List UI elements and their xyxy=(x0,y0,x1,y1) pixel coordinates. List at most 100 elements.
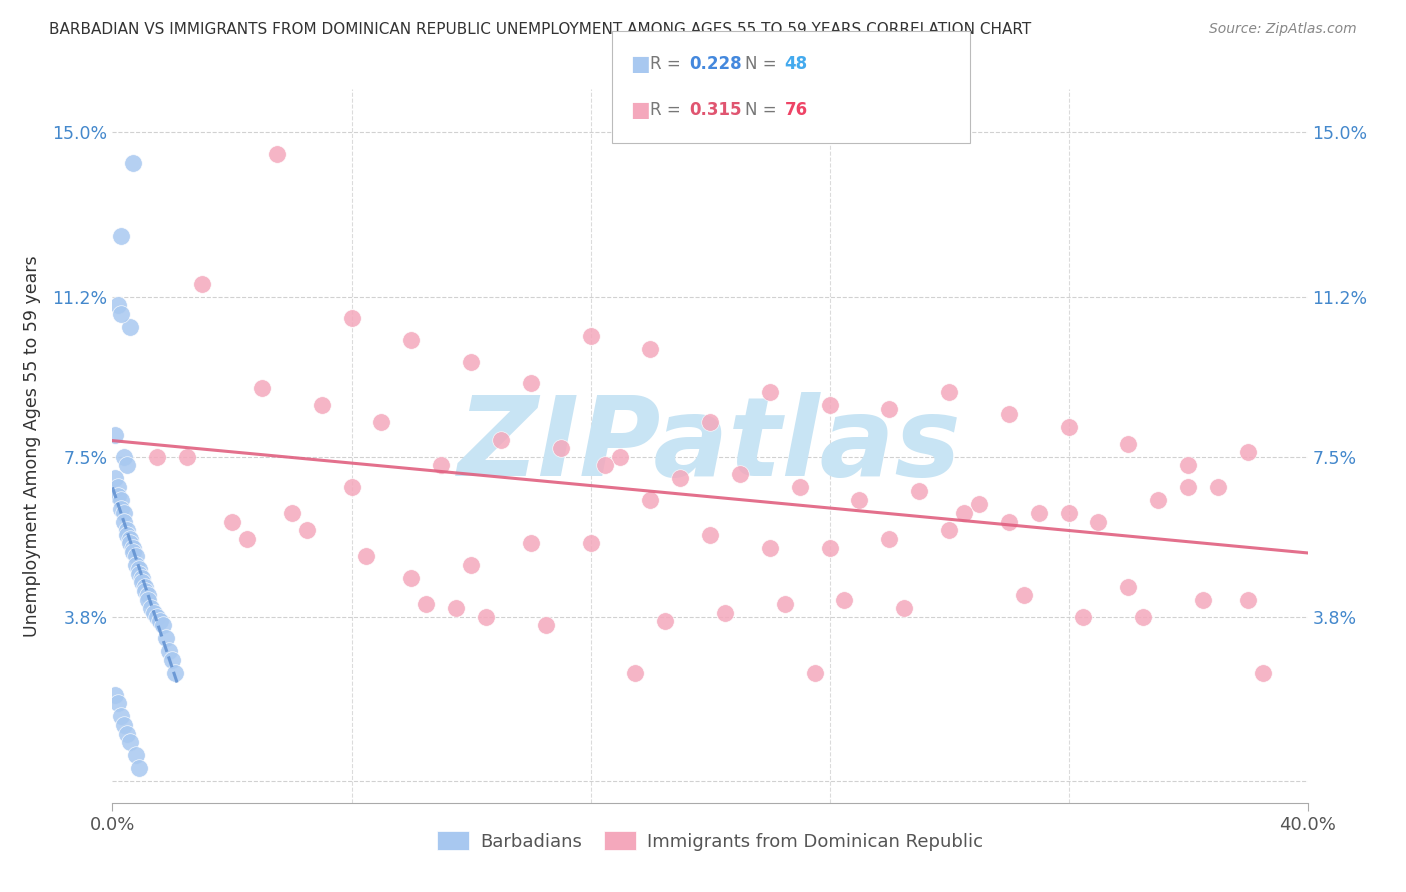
Point xyxy=(104,471,127,485)
Point xyxy=(624,666,647,681)
Point xyxy=(110,709,132,723)
Point xyxy=(128,562,150,576)
Point xyxy=(120,532,142,546)
Point xyxy=(1118,437,1140,451)
Point xyxy=(138,588,160,602)
Point xyxy=(120,320,142,334)
Point xyxy=(107,298,129,312)
Point xyxy=(908,484,931,499)
Point xyxy=(728,467,751,482)
Point xyxy=(489,433,512,447)
Point xyxy=(848,493,870,508)
Point xyxy=(773,597,796,611)
Point xyxy=(117,458,139,473)
Point xyxy=(834,592,856,607)
Point xyxy=(818,541,841,555)
Point xyxy=(1132,610,1154,624)
Point xyxy=(295,524,318,538)
Point xyxy=(879,532,901,546)
Point xyxy=(120,735,142,749)
Point xyxy=(475,610,498,624)
Point xyxy=(1206,480,1229,494)
Text: R =: R = xyxy=(650,55,686,73)
Point xyxy=(1057,419,1080,434)
Text: R =: R = xyxy=(650,101,686,119)
Point xyxy=(152,618,174,632)
Point xyxy=(1012,588,1035,602)
Point xyxy=(520,536,543,550)
Point xyxy=(120,536,142,550)
Point xyxy=(162,653,183,667)
Text: 48: 48 xyxy=(785,55,807,73)
Text: ■: ■ xyxy=(630,54,650,74)
Text: ZIPatlas: ZIPatlas xyxy=(458,392,962,500)
Point xyxy=(157,644,180,658)
Point xyxy=(110,501,132,516)
Point xyxy=(401,333,423,347)
Point xyxy=(1118,580,1140,594)
Point xyxy=(131,575,153,590)
Point xyxy=(879,402,901,417)
Point xyxy=(114,506,135,520)
Point xyxy=(998,407,1021,421)
Point xyxy=(134,580,156,594)
Point xyxy=(550,441,572,455)
Point xyxy=(1057,506,1080,520)
Point xyxy=(117,726,139,740)
Point xyxy=(141,601,163,615)
Point xyxy=(1087,515,1109,529)
Point xyxy=(1028,506,1050,520)
Point xyxy=(1177,480,1199,494)
Point xyxy=(125,748,148,763)
Point xyxy=(281,506,304,520)
Point xyxy=(250,381,273,395)
Point xyxy=(122,155,145,169)
Point xyxy=(789,480,811,494)
Point xyxy=(460,354,482,368)
Point xyxy=(114,515,135,529)
Point xyxy=(938,384,960,399)
Point xyxy=(266,147,288,161)
Point xyxy=(134,583,156,598)
Point xyxy=(609,450,631,464)
Point xyxy=(146,450,169,464)
Point xyxy=(759,384,782,399)
Point xyxy=(155,632,177,646)
Legend: Barbadians, Immigrants from Dominican Republic: Barbadians, Immigrants from Dominican Re… xyxy=(430,824,990,858)
Point xyxy=(818,398,841,412)
Point xyxy=(191,277,214,291)
Point xyxy=(714,606,737,620)
Text: Source: ZipAtlas.com: Source: ZipAtlas.com xyxy=(1209,22,1357,37)
Point xyxy=(370,415,392,429)
Text: 0.228: 0.228 xyxy=(689,55,741,73)
Point xyxy=(131,571,153,585)
Point xyxy=(938,524,960,538)
Text: N =: N = xyxy=(745,101,782,119)
Point xyxy=(122,541,145,555)
Point xyxy=(128,761,150,775)
Point xyxy=(699,415,721,429)
Point xyxy=(953,506,976,520)
Point xyxy=(107,480,129,494)
Point xyxy=(595,458,617,473)
Point xyxy=(176,450,198,464)
Point xyxy=(1251,666,1274,681)
Point xyxy=(104,688,127,702)
Point xyxy=(1147,493,1170,508)
Text: 0.315: 0.315 xyxy=(689,101,741,119)
Point xyxy=(699,527,721,541)
Point xyxy=(893,601,915,615)
Point xyxy=(430,458,453,473)
Text: BARBADIAN VS IMMIGRANTS FROM DOMINICAN REPUBLIC UNEMPLOYMENT AMONG AGES 55 TO 59: BARBADIAN VS IMMIGRANTS FROM DOMINICAN R… xyxy=(49,22,1032,37)
Point xyxy=(146,610,169,624)
Point xyxy=(579,536,602,550)
Point xyxy=(759,541,782,555)
Point xyxy=(1177,458,1199,473)
Point xyxy=(110,229,132,244)
Point xyxy=(654,614,676,628)
Point xyxy=(1073,610,1095,624)
Point xyxy=(803,666,825,681)
Point xyxy=(117,527,139,541)
Point xyxy=(356,549,378,564)
Point xyxy=(444,601,467,615)
